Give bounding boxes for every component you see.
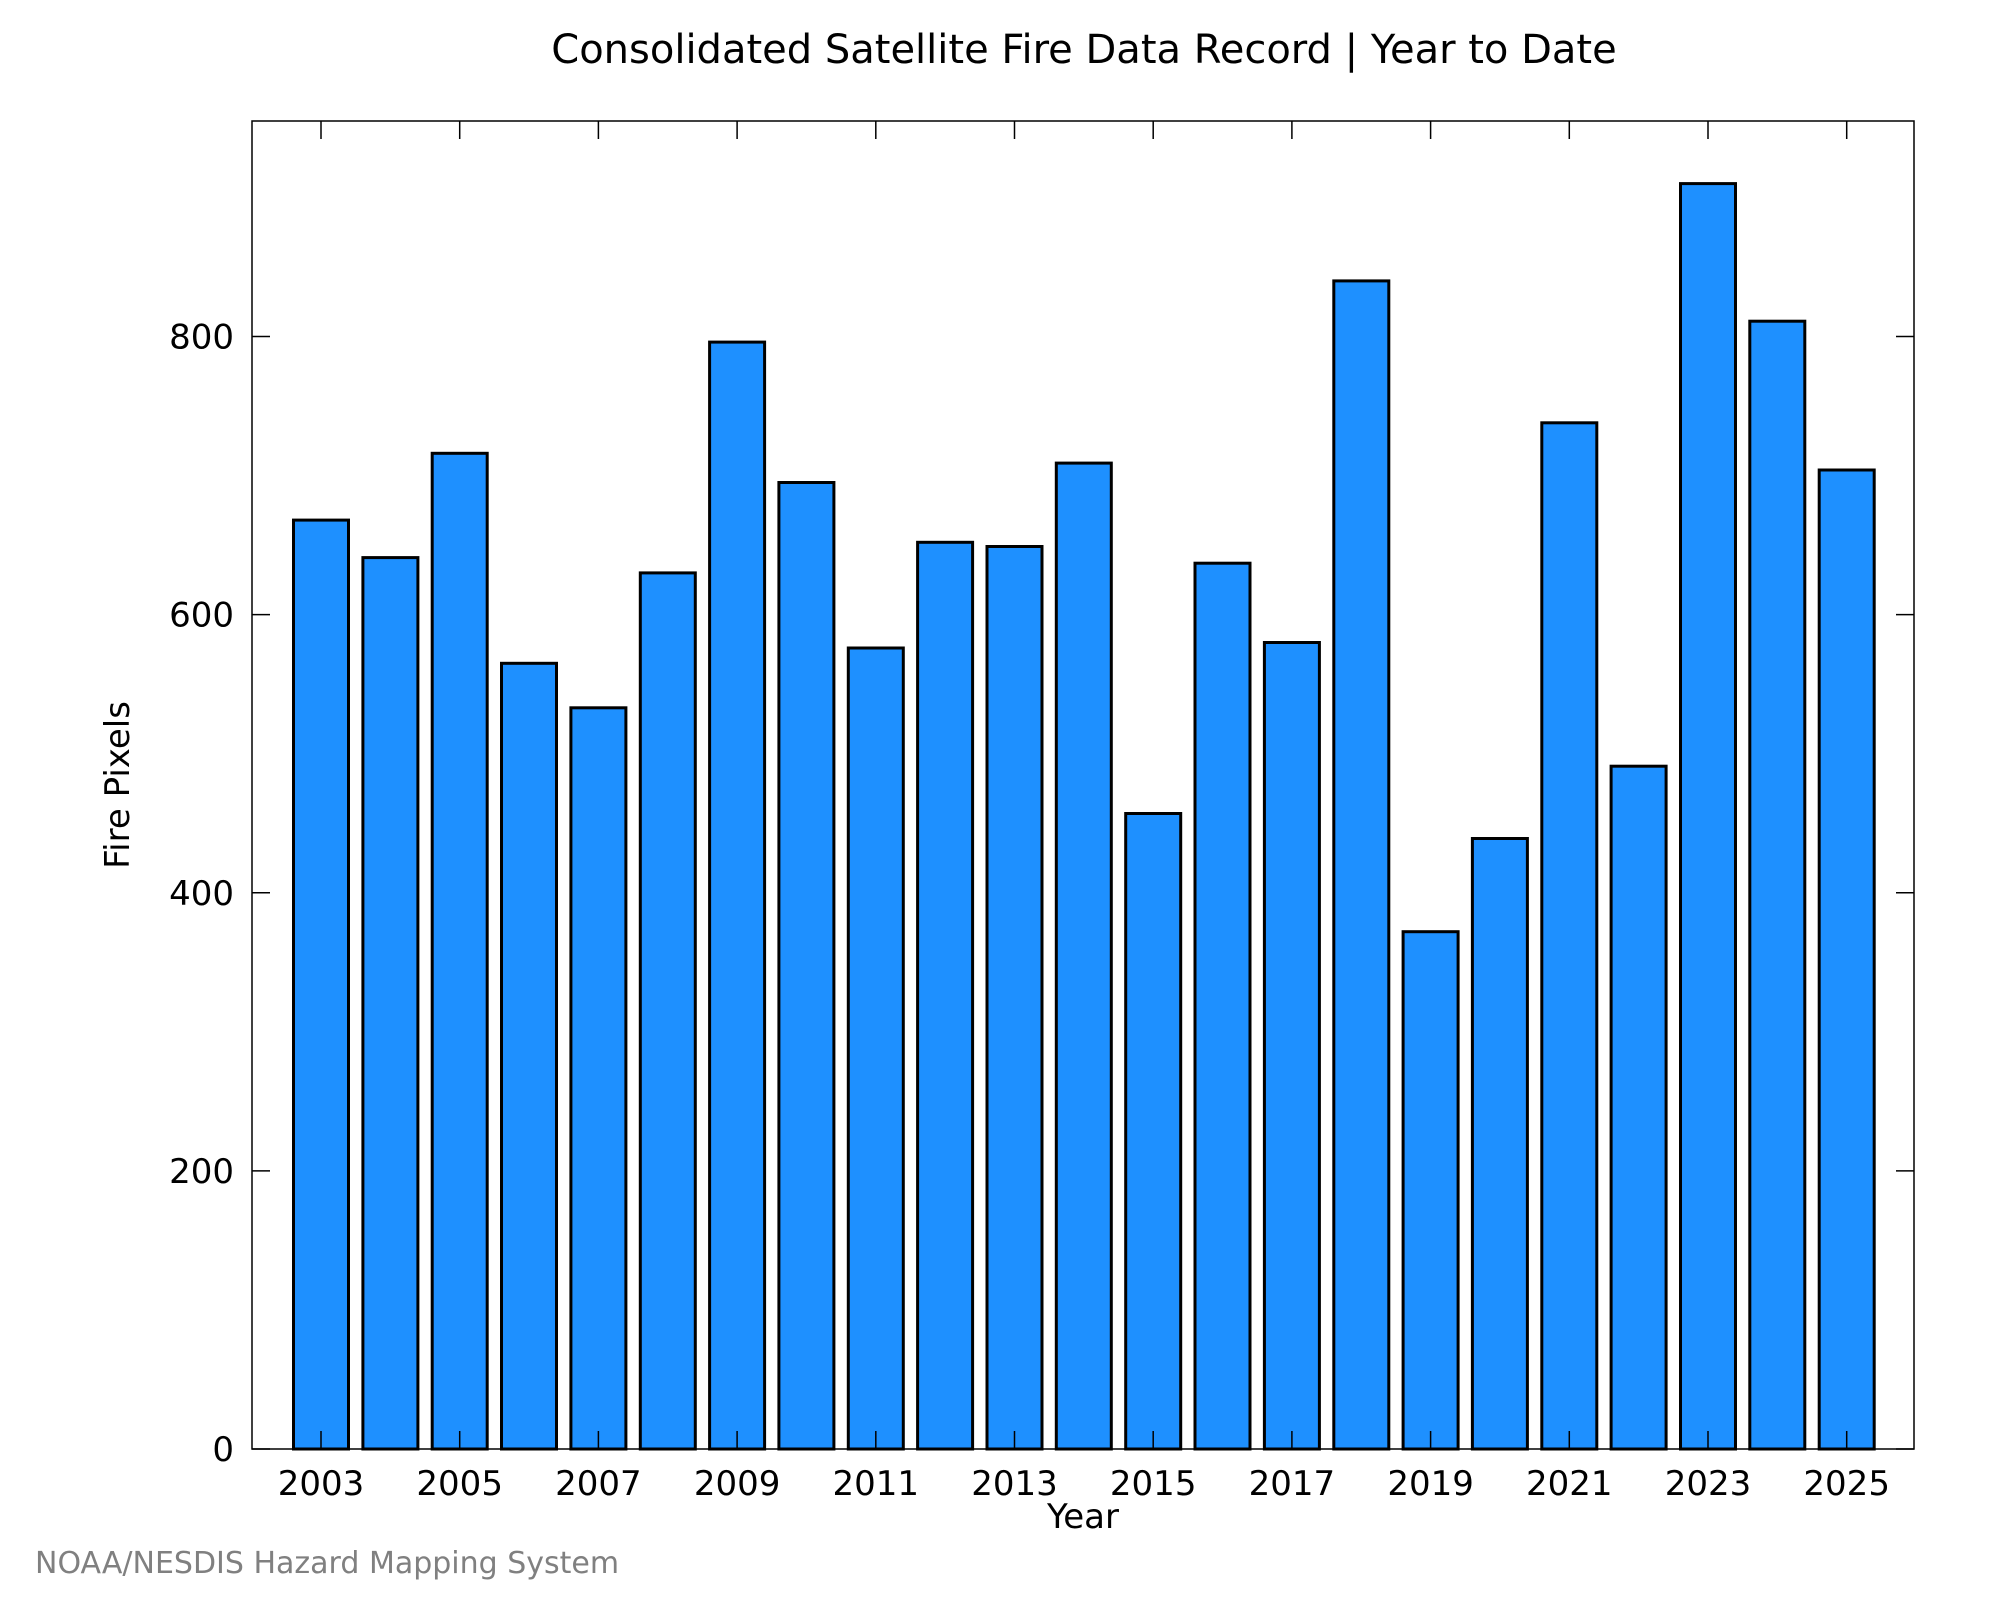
y-axis-label: Fire Pixels [98,701,138,869]
bar-2008 [638,571,697,1451]
y-tick-label-600: 600 [169,596,234,636]
bar-2020 [1470,837,1529,1451]
bar-2011 [846,646,905,1451]
bar-2025 [1817,468,1876,1451]
bar-2013 [985,545,1044,1451]
y-tick-label-400: 400 [169,874,234,914]
bar-2018 [1332,279,1391,1451]
y-tick-label-800: 800 [169,318,234,358]
bar-2024 [1748,319,1807,1451]
bar-2019 [1401,930,1460,1451]
plot-frame [251,120,1915,1450]
x-tick-label-2019: 2019 [1387,1464,1474,1504]
bar-2003 [292,518,350,1451]
bar-2007 [569,706,628,1451]
x-tick-label-2013: 2013 [971,1464,1058,1504]
bar-2005 [430,451,489,1451]
y-tick-label-200: 200 [169,1152,234,1192]
bar-2010 [777,481,836,1451]
x-tick-label-2023: 2023 [1665,1464,1752,1504]
bar-2022 [1609,764,1668,1451]
x-tick-label-2015: 2015 [1110,1464,1197,1504]
bar-2012 [916,540,975,1451]
bar-2006 [500,661,558,1451]
x-tick-label-2021: 2021 [1526,1464,1613,1504]
chart-title: Consolidated Satellite Fire Data Record … [551,27,1616,73]
y-tick-label-0: 0 [212,1430,234,1470]
x-tick-label-2003: 2003 [278,1464,365,1504]
x-tick-label-2017: 2017 [1249,1464,1336,1504]
ticks-group: 0 200 400 600 800 2003 2005 2007 2009 2011 2013 201… [169,121,1914,1504]
bar-2021 [1540,421,1599,1451]
credit-text: NOAA/NESDIS Hazard Mapping System [35,1546,619,1581]
x-tick-label-2009: 2009 [694,1464,781,1504]
x-tick-label-2005: 2005 [416,1464,503,1504]
bar-2023 [1679,182,1737,1451]
bar-2016 [1193,561,1252,1451]
x-tick-label-2011: 2011 [833,1464,920,1504]
bars-group [292,182,1876,1451]
x-axis-label: Year [1046,1497,1119,1537]
bar-2015 [1124,812,1183,1451]
x-tick-label-2025: 2025 [1803,1464,1890,1504]
bar-2009 [708,340,767,1451]
bar-2014 [1054,461,1113,1451]
bar-2004 [361,556,420,1451]
x-tick-label-2007: 2007 [555,1464,642,1504]
bar-2017 [1262,641,1321,1451]
